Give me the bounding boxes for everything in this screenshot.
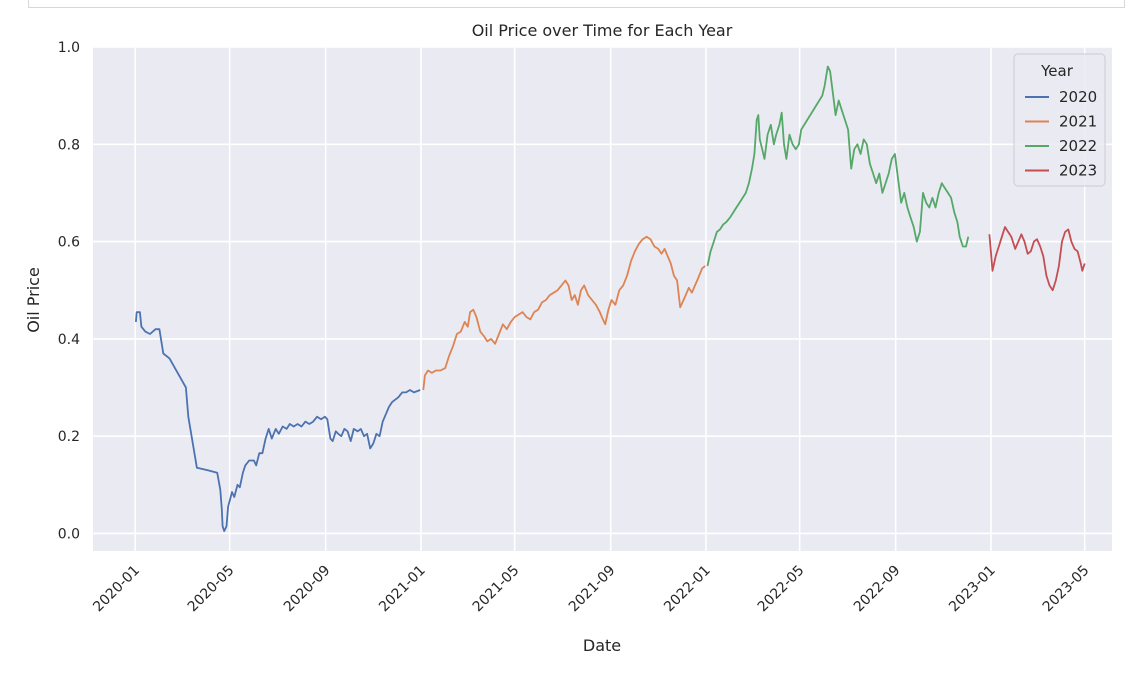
x-tick-label: 2023-05 xyxy=(1040,563,1093,616)
x-tick-label: 2022-01 xyxy=(661,563,714,616)
x-tick-label: 2023-01 xyxy=(946,563,999,616)
y-tick-label: 0.2 xyxy=(58,429,80,445)
grid xyxy=(93,46,1112,551)
y-tick-label: 0.0 xyxy=(58,526,80,542)
y-tick-label: 0.6 xyxy=(58,235,80,251)
series-lines xyxy=(135,65,1086,532)
y-tick-label: 0.4 xyxy=(58,332,80,348)
y-axis-label: Oil Price xyxy=(24,267,43,333)
series-line-2020 xyxy=(135,311,421,532)
legend-label-2022: 2022 xyxy=(1059,137,1097,155)
legend-items: 2020 2021 2022 2023 xyxy=(1025,88,1097,180)
x-tick-labels: 2020-01 2020-05 2020-09 2021-01 2021-05 2021-… xyxy=(90,563,1092,616)
series-line-2023 xyxy=(988,226,1086,292)
x-axis-label: Date xyxy=(583,636,621,655)
x-tick-label: 2020-09 xyxy=(281,563,334,616)
x-tick-label: 2020-01 xyxy=(90,563,143,616)
legend-label-2023: 2023 xyxy=(1059,162,1097,180)
x-tick-label: 2021-01 xyxy=(376,563,429,616)
series-line-2021 xyxy=(422,235,706,391)
x-tick-label: 2020-05 xyxy=(185,563,238,616)
x-tick-label: 2021-05 xyxy=(470,563,523,616)
legend-title: Year xyxy=(1040,62,1074,80)
legend: Year 2020 2021 2022 2023 xyxy=(1013,53,1106,187)
y-tick-label: 0.8 xyxy=(58,137,80,153)
chart-title: Oil Price over Time for Each Year xyxy=(472,21,733,40)
legend-label-2021: 2021 xyxy=(1059,113,1097,131)
x-tick-label: 2022-05 xyxy=(755,563,808,616)
plot-area xyxy=(93,47,1112,551)
legend-label-2020: 2020 xyxy=(1059,88,1097,106)
y-tick-labels: 0.0 0.2 0.4 0.6 0.8 1.0 xyxy=(58,40,80,542)
x-tick-label: 2021-09 xyxy=(566,563,619,616)
y-tick-label: 1.0 xyxy=(58,40,80,56)
x-tick-label: 2022-09 xyxy=(851,563,904,616)
series-line-2022 xyxy=(706,65,970,267)
cell-frame xyxy=(28,0,1125,8)
legend-box xyxy=(1013,53,1106,187)
